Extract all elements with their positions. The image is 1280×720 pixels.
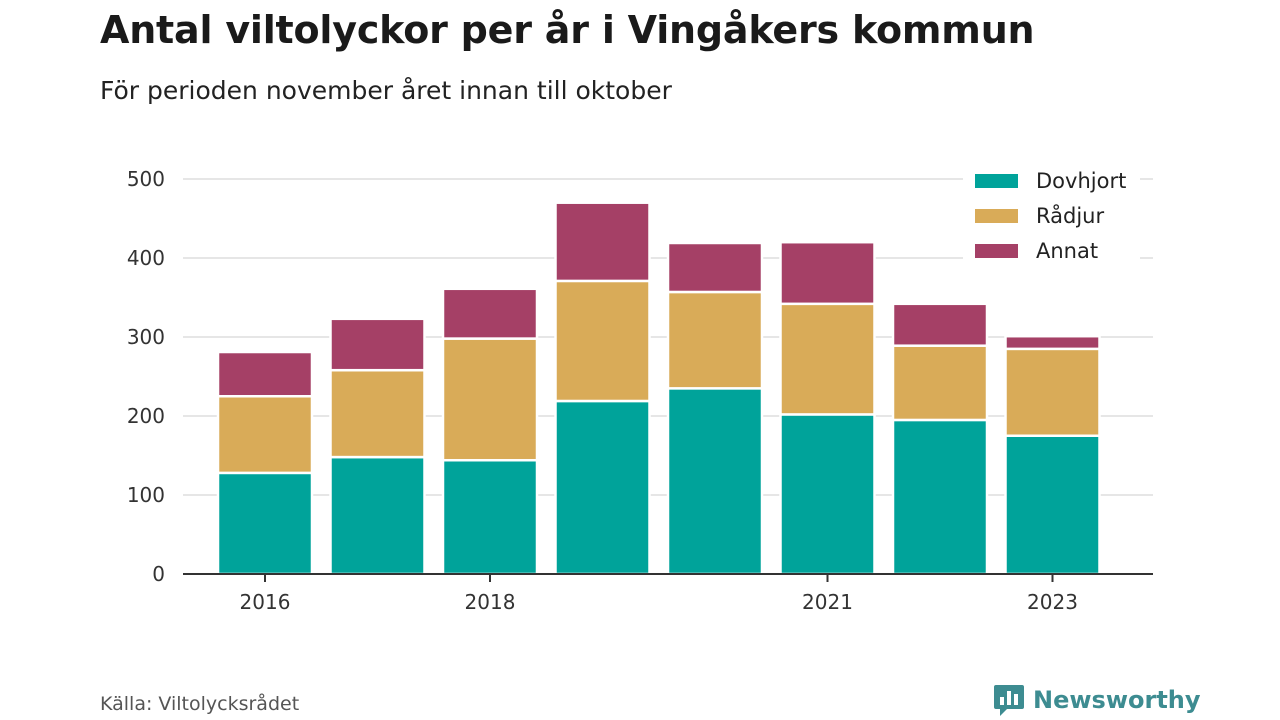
bar-annat-2016 (216, 350, 314, 398)
x-tick-label: 2016 (240, 590, 291, 614)
legend-swatch-annat (975, 244, 1018, 258)
bar-rådjur-2017 (329, 368, 426, 459)
bar-rådjur-2018 (441, 337, 539, 462)
bars (216, 201, 1101, 576)
bar-rådjur-2021 (779, 302, 876, 416)
y-tick-label: 400 (127, 246, 165, 270)
brand-name: Newsworthy (1033, 686, 1201, 714)
bar-dovhjort-2019 (554, 399, 651, 576)
bar-rådjur-2016 (216, 395, 314, 475)
y-axis-ticks: 0 100 200 300 400 500 (127, 167, 165, 586)
bar-dovhjort-2017 (329, 455, 426, 576)
bar-annat-2021 (779, 240, 876, 306)
legend-swatch-dovhjort (975, 174, 1018, 188)
bar-annat-2020 (666, 241, 764, 294)
legend-label-dovhjort: Dovhjort (1036, 169, 1126, 193)
bar-rådjur-2019 (554, 279, 651, 403)
bar-rådjur-2023 (1004, 347, 1101, 438)
y-tick-label: 300 (127, 325, 165, 349)
chart-title: Antal viltolyckor per år i Vingåkers kom… (100, 8, 1035, 52)
bar-dovhjort-2020 (666, 387, 764, 576)
y-tick-label: 500 (127, 167, 165, 191)
x-tick-label: 2018 (465, 590, 516, 614)
bar-annat-2023 (1004, 334, 1101, 351)
legend-label-annat: Annat (1036, 239, 1098, 263)
legend: Dovhjort Rådjur Annat (963, 160, 1140, 268)
bar-rådjur-2020 (666, 290, 764, 390)
source-note: Källa: Viltolycksrådet (100, 693, 300, 715)
bar-dovhjort-2023 (1004, 434, 1101, 576)
bar-rådjur-2022 (891, 344, 989, 422)
y-tick-label: 100 (127, 483, 165, 507)
brand-logo: Newsworthy (993, 683, 1201, 717)
x-axis-ticks: 2016 2018 2021 2023 (240, 574, 1078, 614)
bar-annat-2022 (891, 302, 989, 347)
y-tick-label: 0 (152, 562, 165, 586)
x-tick-label: 2023 (1027, 590, 1078, 614)
bar-dovhjort-2018 (441, 458, 539, 576)
bar-annat-2018 (441, 287, 539, 340)
legend-label-rådjur: Rådjur (1036, 203, 1104, 228)
newsworthy-logo-icon (994, 685, 1024, 716)
legend-swatch-rådjur (975, 209, 1018, 223)
chart-subtitle: För perioden november året innan till ok… (100, 76, 672, 105)
x-tick-label: 2021 (802, 590, 853, 614)
bar-annat-2017 (329, 317, 426, 372)
bar-annat-2019 (554, 201, 651, 283)
bar-dovhjort-2016 (216, 471, 314, 576)
y-tick-label: 200 (127, 404, 165, 428)
bar-dovhjort-2021 (779, 413, 876, 576)
bar-dovhjort-2022 (891, 418, 989, 576)
